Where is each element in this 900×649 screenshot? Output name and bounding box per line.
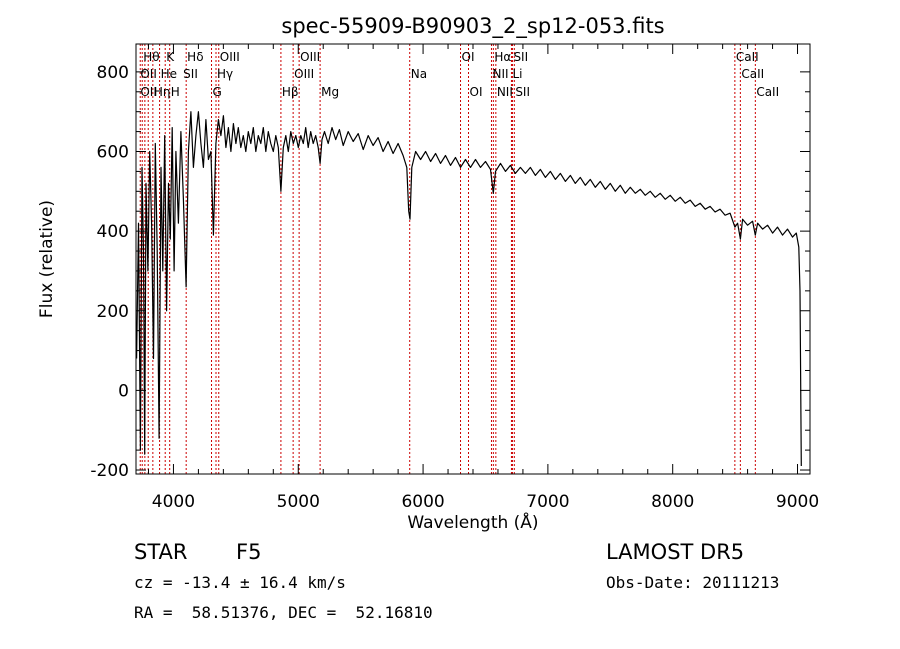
object-subclass: F5 (236, 540, 262, 564)
spectral-line-label: Mg (321, 85, 339, 99)
x-tick-label: 7000 (526, 492, 569, 512)
radial-velocity: cz = -13.4 ± 16.4 km/s (134, 573, 346, 592)
x-tick-label: 9000 (776, 492, 819, 512)
y-tick-label: 800 (97, 63, 129, 83)
spectral-line-label: NII (492, 67, 508, 81)
x-tick-label: 8000 (651, 492, 694, 512)
spectral-line-label: G (213, 85, 222, 99)
spectral-line-label: OIII (220, 50, 240, 64)
spectral-line-label: SII (183, 67, 198, 81)
spectral-line-label: OIII (300, 50, 320, 64)
observation-date: Obs-Date: 20111213 (606, 573, 780, 592)
axes: 4000 5000 6000 7000 8000 9000 -200 0 200 400 600 80… (90, 44, 819, 512)
spectral-line-label: OI (470, 85, 483, 99)
spectral-line-label: OII (140, 67, 157, 81)
spectral-line-label: CaII (741, 67, 764, 81)
y-tick-label: 200 (97, 302, 129, 322)
y-tick-label: 0 (118, 381, 129, 401)
spectral-line-label: Hγ (217, 67, 233, 81)
spectrum-line (136, 111, 802, 467)
spectral-line-label: Hδ (187, 50, 203, 64)
chart-title: spec-55909-B90903_2_sp12-053.fits (281, 14, 664, 39)
spectral-line-label: Na (411, 67, 427, 81)
spectrum-series (136, 111, 802, 467)
spectral-line-label: He (161, 67, 177, 81)
spectral-line-label: OII (140, 85, 157, 99)
spectral-line-label: SII (513, 50, 528, 64)
y-tick-label: 400 (97, 222, 129, 242)
spectral-line-label: NII (497, 85, 513, 99)
spectral-line-label: SII (515, 85, 530, 99)
spectral-line-label: Hη (154, 85, 171, 99)
spectral-line-label: K (166, 50, 175, 64)
x-axis-label: Wavelength (Å) (407, 511, 538, 533)
object-class: STAR (134, 540, 188, 564)
x-tick-label: 4000 (152, 492, 195, 512)
spectral-line-label: Hβ (282, 85, 299, 99)
spectral-line-markers (139, 44, 756, 474)
x-tick-label: 6000 (401, 492, 444, 512)
spectral-line-label: OIII (294, 67, 314, 81)
x-tick-label: 5000 (277, 492, 320, 512)
spectral-line-label: Hα (494, 50, 511, 64)
spectral-line-label: CaII (756, 85, 779, 99)
y-tick-label: 600 (97, 143, 129, 163)
spectral-line-label: H (171, 85, 180, 99)
survey-name: LAMOST DR5 (606, 540, 745, 564)
spectral-line-label: OI (462, 50, 475, 64)
spectral-line-label: Hθ (143, 50, 159, 64)
coordinates: RA = 58.51376, DEC = 52.16810 (134, 603, 433, 622)
plot-frame (135, 43, 811, 475)
spectral-line-label: Li (512, 67, 522, 81)
y-tick-label: -200 (90, 461, 129, 481)
y-axis-label: Flux (relative) (37, 200, 57, 318)
spectral-line-label: CaII (736, 50, 759, 64)
